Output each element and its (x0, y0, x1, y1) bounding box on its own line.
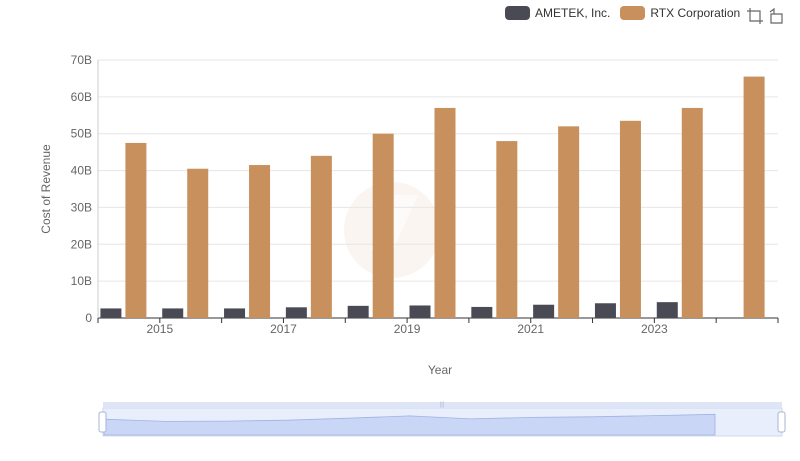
y-tick-label: 40B (71, 164, 92, 178)
bar-rtx-2022 (619, 120, 641, 318)
zoom-top-bar[interactable] (103, 402, 782, 408)
bar-rtx-2021 (558, 126, 580, 318)
bar-ametek-2018 (347, 305, 369, 318)
axes: 0 10B 20B 30B 40B 50B 60B 70B 2015 2017 2019 2021 20… (71, 53, 779, 336)
bar-rtx-2023 (681, 107, 703, 319)
bar-rtx-2017 (310, 155, 332, 318)
y-tick-label: 30B (71, 200, 92, 214)
bar-ametek-2014 (100, 308, 122, 318)
x-tick-label: 2015 (146, 322, 173, 336)
x-tick-label: 2017 (270, 322, 297, 336)
toolbox (746, 7, 790, 25)
bar-rtx-2014 (125, 142, 147, 318)
bar-rtx-2018 (372, 133, 394, 318)
x-tick-label: 2019 (394, 322, 421, 336)
zoom-right-handle[interactable] (777, 411, 786, 433)
bar-ametek-2023 (656, 302, 678, 318)
bar-ametek-2022 (594, 303, 616, 318)
x-tick-label: 2023 (641, 322, 668, 336)
legend-item-ametek[interactable]: AMETEK, Inc. (505, 6, 610, 20)
zoom-grip-icon[interactable]: ||| (440, 402, 445, 408)
bar-ametek-2021 (533, 304, 555, 318)
x-tick-label: 2021 (517, 322, 544, 336)
y-axis-label: Cost of Revenue (39, 144, 53, 234)
legend-label-ametek: AMETEK, Inc. (535, 6, 611, 20)
bar-ametek-2016 (224, 308, 246, 318)
x-axis-label: Year (428, 363, 452, 377)
y-tick-label: 60B (71, 90, 92, 104)
bar-rtx-2024 (743, 76, 765, 318)
zoom-left-handle[interactable] (98, 411, 107, 433)
legend-swatch-rtx (620, 6, 646, 20)
bar-rtx-2016 (249, 165, 271, 318)
bar-ametek-2015 (162, 308, 184, 318)
y-tick-label: 0 (85, 311, 92, 325)
legend-item-rtx[interactable]: RTX Corporation (620, 6, 740, 20)
legend-swatch-ametek (505, 6, 530, 20)
bar-ametek-2019 (409, 305, 431, 318)
legend: AMETEK, Inc. RTX Corporation (505, 4, 750, 22)
bars (100, 76, 765, 319)
y-tick-label: 10B (71, 274, 92, 288)
legend-label-rtx: RTX Corporation (650, 6, 741, 20)
y-tick-label: 70B (71, 53, 92, 67)
bar-rtx-2020 (496, 141, 518, 318)
y-tick-label: 50B (71, 127, 92, 141)
y-tick-label: 20B (71, 237, 92, 251)
zoom-reset-icon[interactable] (768, 7, 786, 25)
bar-ametek-2020 (471, 306, 493, 318)
bar-rtx-2015 (187, 168, 209, 318)
zoom-select-icon[interactable] (746, 7, 764, 25)
bar-rtx-2019 (434, 107, 456, 319)
bar-ametek-2017 (285, 307, 307, 318)
zoom-preview-area (103, 413, 716, 436)
